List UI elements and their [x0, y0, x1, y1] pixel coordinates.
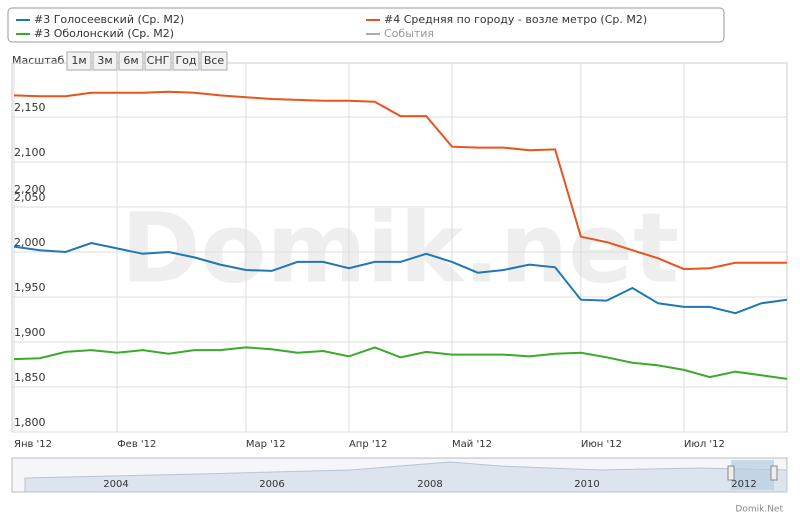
legend-label[interactable]: #3 Голосеевский (Ср. М2) — [34, 13, 184, 26]
zoom-button-label[interactable]: Все — [204, 54, 225, 67]
y-tick-label: 1,900 — [14, 326, 46, 339]
series-line — [13, 346, 788, 380]
zoom-button[interactable] — [200, 51, 228, 71]
navigator-handle[interactable] — [770, 465, 778, 481]
series-line — [13, 90, 787, 271]
navigator-window[interactable] — [731, 460, 774, 490]
y-tick-label: 2,050 — [14, 191, 46, 204]
legend-box — [7, 7, 725, 43]
navigator-year: 2006 — [259, 479, 284, 490]
zoom-button[interactable] — [118, 51, 144, 71]
x-tick-label: Июл '12 — [684, 439, 725, 450]
x-tick-label: Май '12 — [452, 439, 492, 450]
annotation: 2,200 — [14, 183, 46, 196]
series-line — [13, 241, 788, 315]
watermark: Domik.net — [121, 192, 679, 304]
y-tick-label: 1,800 — [14, 416, 46, 429]
navigator-year: 2008 — [417, 479, 442, 490]
navigator-handle[interactable] — [727, 465, 735, 481]
zoom-button-label[interactable]: 1м — [71, 54, 86, 67]
x-tick-label: Апр '12 — [349, 439, 387, 450]
legend-label[interactable]: События — [384, 27, 434, 40]
legend-label[interactable]: #3 Оболонский (Ср. М2) — [34, 27, 174, 40]
zoom-button[interactable] — [172, 51, 200, 71]
zoom-button[interactable] — [66, 51, 92, 71]
y-tick-label: 1,950 — [14, 281, 46, 294]
navigator-year: 2010 — [574, 479, 599, 490]
zoom-button-label[interactable]: 6м — [123, 54, 138, 67]
x-tick-label: Мар '12 — [246, 439, 286, 450]
navigator-area — [24, 461, 788, 493]
zoom-button[interactable] — [92, 51, 118, 71]
y-tick-label: 2,150 — [14, 101, 46, 114]
y-tick-label: 1,850 — [14, 371, 46, 384]
navigator-year: 2012 — [731, 479, 756, 490]
navigator-year: 2004 — [103, 479, 128, 490]
zoom-button[interactable] — [144, 51, 172, 71]
y-tick-label: 2,000 — [14, 236, 46, 249]
zoom-button-label[interactable]: Год — [175, 54, 196, 67]
x-tick-label: Июн '12 — [581, 439, 622, 450]
zoom-button-label[interactable]: 3м — [97, 54, 112, 67]
legend-label[interactable]: #4 Средняя по городу - возле метро (Ср. … — [384, 13, 647, 26]
zoom-label: Масштаб — [12, 54, 64, 67]
x-tick-label: Фев '12 — [117, 439, 156, 450]
zoom-button-label[interactable]: СНГ — [147, 54, 170, 67]
credit: Domik.Net — [735, 505, 783, 515]
x-tick-label: Янв '12 — [14, 439, 52, 450]
y-tick-label: 2,100 — [14, 146, 46, 159]
